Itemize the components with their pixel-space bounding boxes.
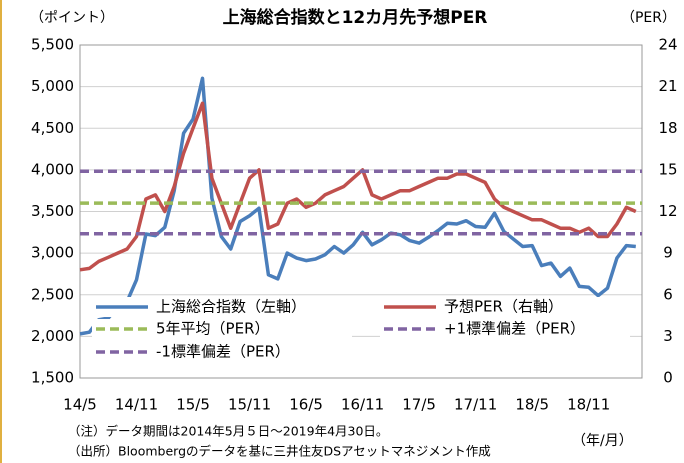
y2-tick-label: 6	[663, 285, 673, 303]
plot-border	[79, 44, 643, 379]
x-tick-label: 15/11	[228, 396, 271, 414]
x-tick-label: 16/11	[341, 396, 384, 414]
y-axis-label: （ポイント）	[30, 10, 114, 26]
legend-label: 予想PER（右軸）	[444, 298, 563, 316]
x-tick-label: 16/5	[289, 396, 323, 414]
note: （注）データ期間は2014年5月５日～2019年4月30日。	[68, 424, 388, 439]
legend-bg	[92, 319, 352, 339]
x-axis-label: （年/月）	[572, 433, 633, 449]
chart-title: 上海総合指数と12カ月先予想PER	[223, 7, 488, 28]
x-tick-label: 18/5	[515, 396, 549, 414]
y-tick-label: 5,000	[31, 77, 74, 95]
x-tick-label: 14/11	[115, 396, 158, 414]
legend-bg	[92, 297, 352, 317]
y2-tick-label: 24	[658, 36, 677, 54]
y-tick-label: 5,500	[31, 36, 74, 54]
y2-tick-label: 12	[658, 202, 677, 220]
x-tick-label: 17/5	[402, 396, 436, 414]
y2-axis-label: （PER）	[621, 10, 676, 26]
y-tick-label: 1,500	[31, 369, 74, 387]
series-line	[79, 76, 636, 336]
x-tick-label: 17/11	[454, 396, 497, 414]
y-tick-label: 2,500	[31, 285, 74, 303]
legend-bg	[380, 297, 630, 317]
y2-tick-label: 9	[663, 244, 673, 262]
y-tick-label: 4,000	[31, 160, 74, 178]
x-tick-label: 18/11	[567, 396, 610, 414]
y-tick-label: 2,000	[31, 327, 74, 345]
y2-tick-label: 21	[658, 77, 677, 95]
note: （出所）Bloombergのデータを基に三井住友DSアセットマネジメント作成	[68, 444, 491, 459]
y-tick-label: 3,000	[31, 244, 74, 262]
series-line	[79, 101, 637, 272]
y2-tick-label: 15	[658, 160, 677, 178]
y2-tick-label: 0	[663, 369, 673, 387]
legend-label: +1標準偏差（PER）	[444, 320, 585, 338]
legend-label: 5年平均（PER）	[156, 320, 270, 338]
y2-tick-label: 3	[663, 327, 673, 345]
y2-tick-label: 18	[658, 119, 677, 137]
legend-bg	[380, 319, 630, 339]
x-tick-label: 14/5	[63, 396, 97, 414]
y-tick-label: 3,500	[31, 202, 74, 220]
x-tick-label: 15/5	[176, 396, 210, 414]
legend-label: -1標準偏差（PER）	[156, 343, 290, 361]
legend-label: 上海総合指数（左軸）	[156, 298, 306, 316]
legend-bg	[92, 342, 352, 362]
y-tick-label: 4,500	[31, 119, 74, 137]
